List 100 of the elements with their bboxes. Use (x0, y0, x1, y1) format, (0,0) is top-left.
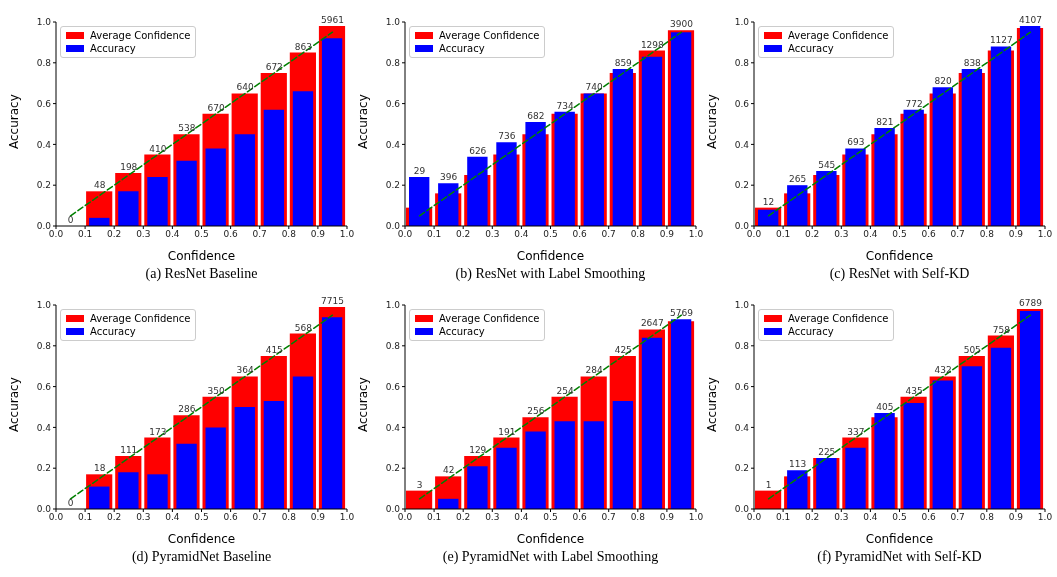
x-tick-label: 0.2 (456, 512, 471, 523)
y-tick-label: 0.0 (385, 221, 401, 232)
x-tick-label: 0.0 (48, 229, 64, 240)
annotation: 3 (416, 479, 423, 490)
annotation: 505 (963, 345, 981, 355)
y-tick-label: 0.2 (385, 463, 400, 474)
annotation: 758 (992, 324, 1010, 335)
bar (292, 376, 314, 509)
x-tick-label: 0.7 (950, 512, 965, 523)
x-tick-label: 0.7 (950, 229, 965, 240)
x-tick-label: 0.1 (775, 229, 791, 240)
x-tick-label: 0.7 (601, 229, 616, 240)
annotation: 337 (847, 426, 865, 437)
x-tick-label: 0.7 (252, 229, 267, 240)
x-tick-label: 0.6 (921, 229, 937, 240)
text: (f) PyramidNet with Self-KD (816, 549, 983, 565)
bar (496, 142, 517, 226)
annotation: 18 (93, 463, 106, 474)
x-tick-label: 0.3 (136, 229, 151, 240)
x-tick-label: 0.4 (514, 229, 529, 240)
annotation: 4107 (1018, 15, 1042, 26)
y-tick-label: 0.0 (734, 504, 750, 515)
x-tick-label: 0.1 (426, 229, 442, 240)
annotation: 538 (178, 123, 196, 134)
y-tick-label: 0.8 (36, 340, 52, 351)
bar (612, 68, 634, 226)
y-tick-label: 0.0 (734, 221, 750, 232)
x-tick-label: 0.2 (107, 512, 122, 523)
y-tick-label: 0.4 (385, 422, 401, 433)
annotation: 2647 (640, 318, 664, 329)
annotation: 740 (585, 82, 603, 93)
annotation: 350 (207, 385, 225, 396)
bar (496, 447, 517, 509)
y-axis-title: Accuracy (7, 377, 22, 432)
bar (147, 474, 168, 509)
bar (787, 185, 808, 226)
bar (583, 421, 604, 509)
legend-label: Accuracy (90, 325, 136, 338)
y-tick-label: 0.2 (36, 463, 51, 474)
annotation: 734 (556, 100, 574, 111)
annotation: 838 (963, 57, 981, 68)
x-tick-label: 0.3 (485, 512, 500, 523)
bar (321, 38, 343, 226)
bar (234, 134, 255, 226)
x-tick-label: 0.0 (746, 229, 762, 240)
x-tick-label: 0.2 (805, 229, 820, 240)
y-tick-label: 0.0 (36, 504, 52, 515)
x-tick-label: 0.8 (979, 229, 995, 240)
legend-label: Average Confidence (788, 29, 889, 42)
y-tick-label: 0.4 (36, 422, 52, 433)
text: (a) ResNet Baseline (144, 266, 259, 282)
x-tick-label: 0.4 (514, 512, 529, 523)
annotation: 198 (120, 161, 138, 172)
annotation: 670 (207, 102, 225, 113)
annotation: 284 (585, 365, 603, 376)
y-axis-title: Accuracy (705, 377, 720, 432)
x-tick-label: 0.5 (194, 512, 209, 523)
annotation: 42 (442, 465, 455, 476)
bar (554, 421, 575, 509)
x-tick-label: 0.5 (892, 512, 907, 523)
x-axis-title: Confidence (516, 249, 585, 263)
bar (525, 121, 546, 226)
x-tick-label: 0.1 (775, 512, 791, 523)
annotation: 415 (265, 345, 283, 355)
bar (263, 109, 285, 226)
y-tick-label: 0.2 (36, 180, 51, 191)
bar (932, 87, 953, 226)
bar (118, 472, 139, 509)
bar (263, 400, 285, 509)
line-series (418, 314, 683, 500)
annotation: 29 (413, 166, 426, 177)
annotation: 5961 (320, 15, 344, 26)
y-tick-label: 0.8 (385, 340, 401, 351)
x-tick-label: 1.0 (688, 229, 704, 240)
annotation: 48 (93, 180, 106, 191)
x-tick-label: 0.1 (426, 512, 442, 523)
y-tick-label: 0.8 (36, 57, 52, 68)
bar (903, 402, 924, 509)
x-axis-title: Confidence (865, 532, 934, 546)
x-axis-title: Confidence (167, 532, 236, 546)
x-tick-label: 1.0 (688, 512, 704, 523)
x-tick-label: 0.2 (107, 229, 122, 240)
annotation: 5769 (669, 308, 693, 319)
annotation: 0 (67, 498, 74, 508)
y-tick-label: 1.0 (36, 17, 52, 28)
bar (438, 183, 459, 226)
annotation: 256 (527, 406, 545, 417)
x-tick-label: 0.0 (48, 512, 64, 523)
x-tick-label: 0.5 (194, 229, 209, 240)
annotation: 821 (876, 117, 894, 128)
y-tick-label: 0.8 (734, 340, 750, 351)
annotation: 173 (149, 426, 167, 437)
x-tick-label: 0.5 (543, 512, 558, 523)
annotation: 545 (818, 159, 836, 170)
y-axis-title: Accuracy (705, 94, 720, 149)
x-tick-label: 0.3 (136, 512, 151, 523)
annotation: 1 (765, 479, 772, 490)
y-tick-label: 0.6 (734, 381, 750, 392)
y-tick-label: 0.2 (734, 180, 749, 191)
annotation: 410 (149, 143, 167, 154)
